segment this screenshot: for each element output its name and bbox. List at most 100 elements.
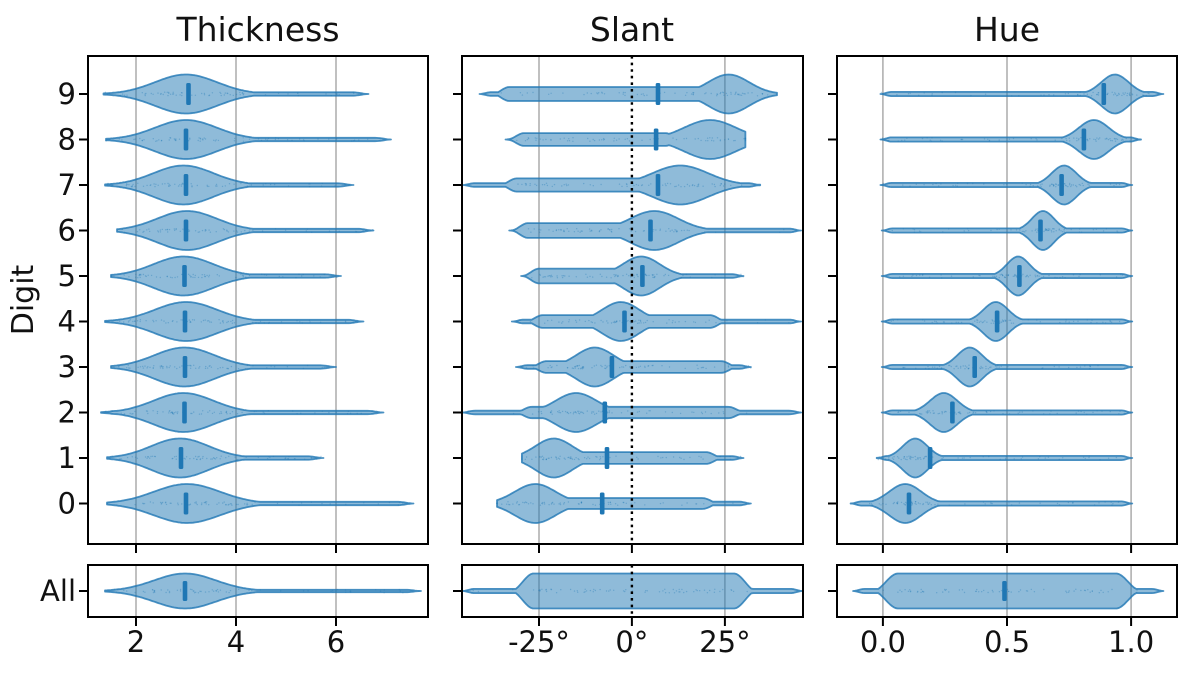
strip-dot [626,138,629,140]
strip-dot [233,322,236,324]
strip-dot [1039,456,1041,458]
strip-dot [1107,138,1110,141]
strip-dot [321,182,323,185]
strip-dot [215,183,218,186]
strip-dot [132,320,134,323]
strip-dot [1097,138,1100,140]
strip-dot [1050,229,1053,232]
strip-dot [198,137,200,139]
strip-dot [678,588,680,591]
strip-dot [713,591,716,593]
strip-dot [1047,229,1050,232]
strip-dot [160,365,163,368]
strip-dot [660,457,662,459]
strip-dot [181,183,183,186]
strip-dot [216,185,218,187]
strip-dot [169,365,171,367]
median-bar [182,356,188,378]
strip-dot [638,322,640,324]
strip-dot [1096,93,1098,96]
strip-dot [525,184,527,186]
strip-dot [900,458,902,461]
strip-dot [225,504,227,506]
strip-dot [280,590,282,592]
strip-dot [714,588,716,590]
strip-dot [607,322,609,324]
violin [880,346,1134,388]
strip-dot [377,503,379,505]
strip-dot [635,183,638,186]
strip-dot [662,184,664,186]
strip-dot [683,185,686,188]
strip-dot [210,321,213,323]
strip-dot [966,228,969,230]
strip-dot [918,412,921,415]
strip-dot [716,95,718,97]
strip-dot [986,321,988,323]
strip-dot [1086,93,1089,96]
strip-dot [131,185,134,187]
strip-dot [578,458,580,461]
strip-dot [174,276,176,279]
strip-dot [999,458,1001,461]
strip-dot [898,457,900,459]
strip-dot [599,588,601,591]
strip-dot [563,502,566,504]
strip-dot [1114,140,1117,142]
strip-dot [1130,412,1132,414]
strip-dot [568,140,571,142]
strip-dot [584,320,586,323]
strip-dot [1079,94,1081,97]
strip-dot [203,137,205,139]
strip-dot [550,366,552,369]
strip-dot [198,231,201,233]
strip-dot [189,138,191,140]
strip-dot [980,320,982,322]
strip-dot [245,456,247,458]
strip-dot [540,412,543,415]
strip-dot [185,456,188,458]
strip-dot [226,413,228,415]
strip-dot [108,591,111,593]
strip-dot [608,365,610,367]
strip-dot [646,412,648,414]
median-bar [183,492,189,515]
strip-dot [160,589,162,591]
strip-dot [1000,589,1003,592]
strip-dot [558,411,560,414]
strip-dot [1095,140,1097,142]
strip-dot [171,412,174,415]
strip-dot [943,411,946,413]
strip-dot [147,412,149,415]
strip-dot [193,457,195,460]
strip-dot [1001,319,1004,321]
strip-dot [1086,139,1088,141]
strip-dot [558,229,560,231]
strip-dot [161,228,163,231]
strip-dot [976,588,978,591]
strip-dot [136,320,139,322]
strip-dot [209,365,211,367]
strip-dot [1128,93,1131,95]
strip-dot [542,501,544,504]
strip-dot [1034,274,1036,276]
strip-dot [740,273,742,275]
strip-dot [960,365,962,368]
strip-dot [607,503,610,505]
strip-dot [143,230,145,233]
strip-dot [527,137,530,140]
strip-dot [640,93,643,96]
strip-dot [1088,456,1090,459]
strip-dot [607,228,609,230]
strip-dot [408,503,410,505]
strip-dot [903,457,905,459]
strip-dot [149,457,151,459]
strip-dot [1030,588,1033,591]
strip-dot [744,138,747,140]
strip-dot [1113,137,1116,140]
strip-dot [600,183,602,186]
strip-dot [917,590,919,593]
strip-dot [588,457,591,460]
strip-dot [248,274,251,277]
strip-dot [1002,320,1005,323]
